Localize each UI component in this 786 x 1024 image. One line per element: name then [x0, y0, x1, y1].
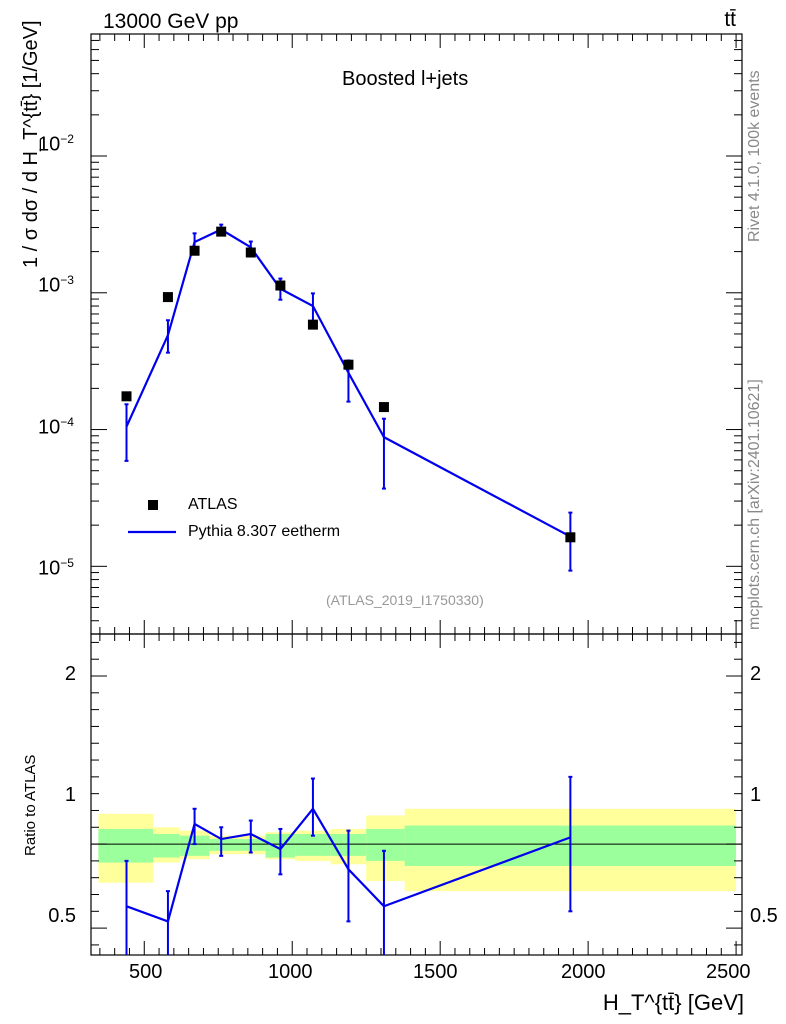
xtick-500: 500 [129, 961, 163, 983]
ratio-ytick-1-left: 1 [64, 784, 76, 806]
xlabel: H_T^{tt̄} [GeV] [602, 990, 744, 1015]
data-point [378, 402, 389, 413]
data-point [307, 319, 318, 330]
energy-label: 13000 GeV pp [103, 10, 239, 33]
ratio-ytick-05-right: 0.5 [750, 905, 778, 927]
ratio-band-green [153, 833, 180, 858]
rivet-label: Rivet 4.1.0, 100k events [746, 70, 763, 242]
ratio-band-green [295, 833, 331, 856]
xtick-1000: 1000 [268, 961, 313, 983]
data-point [275, 280, 286, 291]
data-point [121, 391, 132, 402]
ratio-frame [90, 633, 743, 956]
mc-line [125, 228, 571, 538]
ratio-mc-line [126, 806, 571, 923]
ytick-label-1e-5: 10−5 [38, 556, 74, 580]
ratio-band-green [366, 828, 405, 861]
data-point [189, 245, 200, 256]
ytick-label-1e-3: 10−3 [38, 273, 74, 297]
main-frame [90, 33, 743, 635]
data-point [565, 532, 576, 543]
data-point [162, 292, 173, 303]
ytick-label-1e-2: 10−2 [38, 132, 74, 156]
main-ylabel: 1 / σ dσ / d H_T^{tt̄} [1/GeV] [20, 20, 42, 268]
process-label: tt̄ [724, 8, 736, 31]
legend-label-atlas: ATLAS [188, 496, 238, 513]
xtick-2000: 2000 [561, 961, 606, 983]
mcplots-label: mcplots.cern.ch [arXiv:2401.10621] [746, 379, 763, 630]
ratio-ytick-05-left: 0.5 [48, 905, 76, 927]
ratio-ytick-1-right: 1 [750, 784, 762, 806]
legend-label-pythia: Pythia 8.307 eetherm [188, 523, 341, 540]
xtick-2500: 2500 [706, 961, 751, 983]
ratio-ytick-2-left: 2 [64, 663, 76, 685]
ratio-band-green [233, 839, 266, 851]
data-point [343, 359, 354, 370]
ytick-label-1e-4: 10−4 [38, 415, 74, 439]
data-point [216, 226, 227, 237]
xtick-1500: 1500 [413, 961, 458, 983]
reference-tag: (ATLAS_2019_I1750330) [326, 592, 484, 608]
ratio-band-green [98, 828, 154, 863]
legend-marker-atlas [148, 500, 158, 510]
plot-title: Boosted l+jets [342, 68, 469, 90]
ratio-ylabel: Ratio to ATLAS [22, 754, 39, 856]
data-point [245, 247, 256, 258]
ratio-ytick-2-right: 2 [750, 663, 762, 685]
